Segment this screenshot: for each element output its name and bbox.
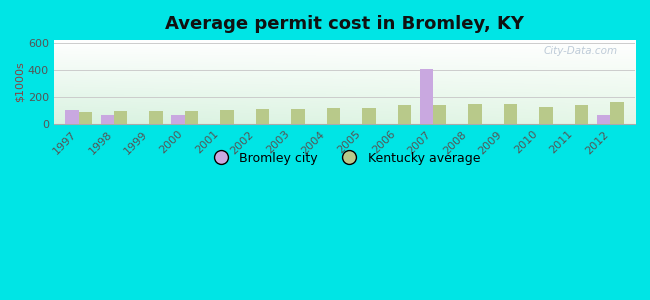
Bar <box>362 107 376 124</box>
Bar <box>540 107 552 124</box>
Bar <box>597 115 610 124</box>
Bar <box>419 68 433 124</box>
Bar <box>101 115 114 124</box>
Legend: Bromley city, Kentucky average: Bromley city, Kentucky average <box>203 147 486 170</box>
Bar <box>150 111 163 124</box>
Bar <box>327 108 340 124</box>
Bar <box>433 105 447 124</box>
Bar <box>256 110 269 124</box>
Bar <box>114 111 127 124</box>
Y-axis label: $1000s: $1000s <box>15 62 25 102</box>
Bar <box>65 110 79 124</box>
Text: City-Data.com: City-Data.com <box>543 46 618 56</box>
Bar <box>185 111 198 124</box>
Bar <box>469 104 482 124</box>
Bar <box>398 105 411 124</box>
Bar <box>291 109 305 124</box>
Bar <box>504 104 517 124</box>
Bar <box>575 105 588 124</box>
Title: Average permit cost in Bromley, KY: Average permit cost in Bromley, KY <box>165 15 524 33</box>
Bar <box>610 102 623 124</box>
Bar <box>172 115 185 124</box>
Bar <box>220 110 234 124</box>
Bar <box>79 112 92 124</box>
